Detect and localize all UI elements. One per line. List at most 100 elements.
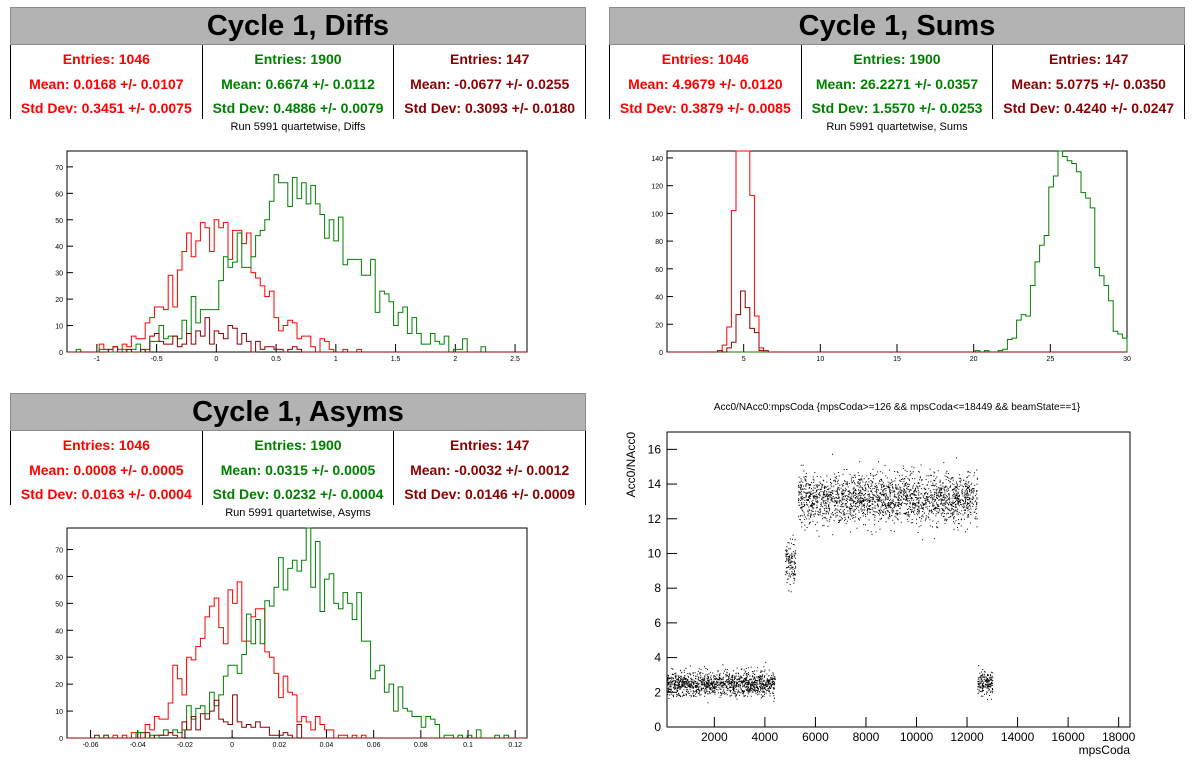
y-tick-label: 80 xyxy=(655,239,663,246)
diffs-subtitle: Run 5991 quartetwise, Diffs xyxy=(230,121,366,133)
x-tick-label: 10 xyxy=(816,356,824,363)
y-tick-label: 50 xyxy=(55,601,63,608)
y-tick-label: 8 xyxy=(654,581,661,595)
x-tick-label: 20 xyxy=(970,356,978,363)
x-tick-label: -0.5 xyxy=(151,356,163,363)
diffs-stats-red: Entries: 1046 Mean: 0.0168 +/- 0.0107 St… xyxy=(11,45,202,119)
mean-label: Mean: 4.9679 +/- 0.0120 xyxy=(628,75,783,92)
x-tick-label: 10000 xyxy=(900,730,934,744)
y-tick-label: 0 xyxy=(59,736,63,743)
histogram-series-2 xyxy=(67,317,527,353)
scatter-cluster-0 xyxy=(667,661,776,704)
x-tick-label: 2 xyxy=(453,356,457,363)
x-tick-label: 18000 xyxy=(1102,730,1136,744)
std-label: Std Dev: 0.0232 +/- 0.0004 xyxy=(212,486,384,502)
x-tick-label: 0.08 xyxy=(414,742,428,749)
x-tick-label: 0.12 xyxy=(508,742,522,749)
y-tick-label: 40 xyxy=(55,244,63,251)
entries-label: Entries: 1046 xyxy=(62,437,150,453)
diffs-stats-green: Entries: 1900 Mean: 0.6674 +/- 0.0112 St… xyxy=(201,45,394,119)
std-label: Std Dev: 0.3093 +/- 0.0180 xyxy=(404,100,576,116)
plot-frame xyxy=(66,150,528,353)
x-tick-label: 16000 xyxy=(1051,730,1085,744)
y-tick-label: 4 xyxy=(654,651,661,665)
y-tick-label: 10 xyxy=(648,546,662,560)
scatter-cluster-1 xyxy=(785,534,797,593)
x-tick-label: 15 xyxy=(893,356,901,363)
diffs-stats-box: Entries: 1046 Mean: 0.0168 +/- 0.0107 St… xyxy=(10,45,586,119)
diffs-histogram: 0 10 20 30 40 50 60 70 -1 -0.5 0 0.5 1 1.5 2 2.5 xyxy=(55,150,528,363)
mean-label: Mean: -0.0032 +/- 0.0012 xyxy=(410,461,570,478)
entries-label: Entries: 147 xyxy=(1048,51,1129,67)
y-tick-label: 14 xyxy=(648,477,662,491)
sums-stats-green: Entries: 1900 Mean: 26.2271 +/- 0.0357 S… xyxy=(800,45,993,119)
y-tick-label: 12 xyxy=(648,512,662,526)
y-tick-label: 0 xyxy=(659,350,663,357)
y-tick-label: 2 xyxy=(654,685,661,699)
x-tick-label: 25 xyxy=(1046,356,1054,363)
mean-label: Mean: 5.0775 +/- 0.0350 xyxy=(1011,75,1166,92)
asyms-panel-title: Cycle 1, Asyms xyxy=(10,393,586,431)
x-tick-label: 2000 xyxy=(701,730,728,744)
asyms-stats-darkred: Entries: 147 Mean: -0.0032 +/- 0.0012 St… xyxy=(393,431,585,505)
mean-label: Mean: 0.6674 +/- 0.0112 xyxy=(221,75,375,92)
scatter-plot: 0 2 4 6 8 10 12 14 16 2000 4000 6000 8000 10000 12000 1… xyxy=(624,431,1136,757)
y-tick-label: 10 xyxy=(55,324,63,331)
y-tick-label: 6 xyxy=(654,616,661,630)
entries-label: Entries: 147 xyxy=(449,51,530,67)
y-tick-label: 16 xyxy=(648,442,662,456)
sums-stats-box: Entries: 1046 Mean: 4.9679 +/- 0.0120 St… xyxy=(609,45,1185,119)
y-tick-label: 140 xyxy=(651,156,663,163)
entries-label: Entries: 1046 xyxy=(62,51,150,67)
x-tick-label: 12000 xyxy=(950,730,984,744)
y-tick-label: 40 xyxy=(55,628,63,635)
std-label: Std Dev: 0.4886 +/- 0.0079 xyxy=(212,100,384,116)
y-tick-label: 20 xyxy=(55,682,63,689)
y-tick-label: 20 xyxy=(655,322,663,329)
y-tick-label: 60 xyxy=(655,267,663,274)
x-tick-label: 0.04 xyxy=(320,742,334,749)
y-tick-label: 10 xyxy=(55,709,63,716)
entries-label: Entries: 1900 xyxy=(254,51,342,67)
y-tick-label: 70 xyxy=(55,165,63,172)
y-tick-label: 0 xyxy=(59,350,63,357)
x-tick-label: 14000 xyxy=(1001,730,1035,744)
mean-label: Mean: 0.0008 +/- 0.0005 xyxy=(29,461,184,478)
x-tick-label: 0.5 xyxy=(271,356,281,363)
scatter-cluster-2 xyxy=(797,453,978,541)
std-label: Std Dev: 0.3879 +/- 0.0085 xyxy=(619,100,791,116)
x-tick-label: 8000 xyxy=(853,730,880,744)
x-tick-label: 30 xyxy=(1123,356,1131,363)
histogram-series-0 xyxy=(67,219,527,353)
histogram-series-2 xyxy=(67,694,527,739)
asyms-subtitle: Run 5991 quartetwise, Asyms xyxy=(225,507,371,519)
y-tick-label: 60 xyxy=(55,574,63,581)
x-tick-label: 2.5 xyxy=(510,356,520,363)
x-tick-label: 4000 xyxy=(752,730,779,744)
asyms-histogram: 0 10 20 30 40 50 60 70 -0.06 -0.04 -0.02 0 0.02 0.04 0… xyxy=(55,527,528,749)
entries-label: Entries: 147 xyxy=(449,437,530,453)
histogram-series-1 xyxy=(67,527,527,739)
y-tick-label: 50 xyxy=(55,218,63,225)
y-tick-label: 40 xyxy=(655,295,663,302)
x-tick-label: -0.02 xyxy=(177,742,193,749)
x-tick-label: 1.5 xyxy=(391,356,401,363)
x-tick-label: 6000 xyxy=(802,730,829,744)
mean-label: Mean: 26.2271 +/- 0.0357 xyxy=(815,75,979,92)
scatter-points xyxy=(667,453,994,704)
scatter-cluster-3 xyxy=(977,665,994,700)
asyms-stats-green: Entries: 1900 Mean: 0.0315 +/- 0.0005 St… xyxy=(201,431,394,505)
std-label: Std Dev: 0.3451 +/- 0.0075 xyxy=(20,100,192,116)
sums-stats-red: Entries: 1046 Mean: 4.9679 +/- 0.0120 St… xyxy=(610,45,801,119)
y-tick-label: 0 xyxy=(654,720,661,734)
y-tick-label: 30 xyxy=(55,271,63,278)
x-tick-label: 5 xyxy=(742,356,746,363)
x-tick-label: 0.1 xyxy=(463,742,473,749)
x-tick-label: 1 xyxy=(334,356,338,363)
x-tick-label: -0.06 xyxy=(83,742,99,749)
y-tick-label: 30 xyxy=(55,655,63,662)
diffs-panel-title: Cycle 1, Diffs xyxy=(10,7,586,45)
entries-label: Entries: 1900 xyxy=(254,437,342,453)
std-label: Std Dev: 1.5570 +/- 0.0253 xyxy=(811,100,983,116)
x-tick-label: 0 xyxy=(214,356,218,363)
